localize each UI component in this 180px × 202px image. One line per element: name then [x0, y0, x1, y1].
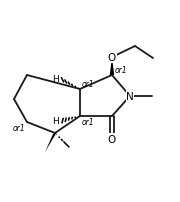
Text: N: N	[126, 92, 134, 101]
Text: or1: or1	[82, 117, 95, 126]
Text: O: O	[108, 53, 116, 63]
Text: H: H	[52, 75, 59, 84]
Text: H: H	[52, 117, 59, 126]
Polygon shape	[110, 58, 114, 76]
Text: O: O	[108, 134, 116, 144]
Text: or1: or1	[115, 66, 128, 75]
Text: or1: or1	[12, 123, 25, 132]
Polygon shape	[45, 132, 57, 152]
Text: or1: or1	[82, 80, 95, 88]
